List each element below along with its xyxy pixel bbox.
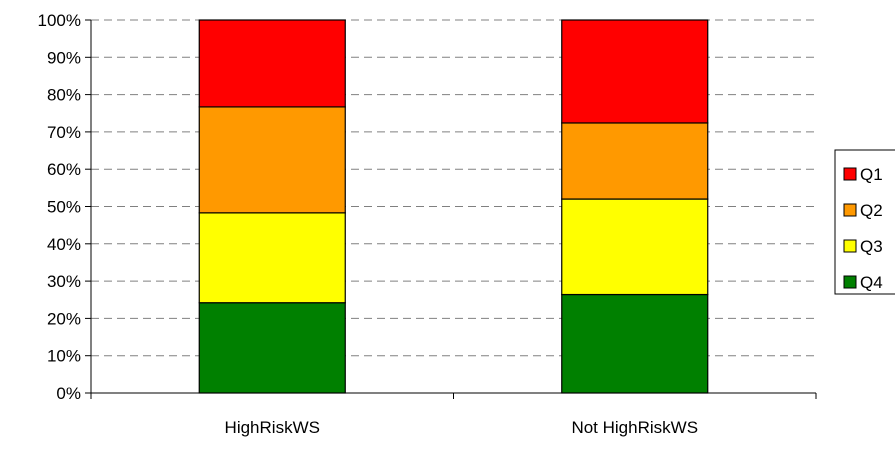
y-tick-label: 100% [38,11,81,30]
tick-labels: 0% 10% 20% 30% 40% 50% 60% 70% 80% 90% 100% HighRis… [38,11,699,437]
legend-label-q2: Q2 [860,201,883,220]
bar-segment-q3-1 [561,198,709,296]
bar-segment-q2-1 [561,122,709,200]
bar-segment-q1-1 [561,19,709,124]
bar-segment-q4-1 [561,293,709,394]
x-category-label: Not HighRiskWS [571,418,698,437]
bar-segment-q4-0 [198,302,346,394]
legend-swatch-q1 [843,167,857,181]
legend-label-q3: Q3 [860,237,883,256]
legend-label-q4: Q4 [860,273,883,292]
y-tick-label: 40% [47,235,81,254]
y-tick-label: 60% [47,160,81,179]
bar-segment-q3-0 [198,212,346,304]
y-tick-label: 90% [47,48,81,67]
y-tick-label: 20% [47,309,81,328]
y-tick-label: 0% [56,384,81,403]
legend: Q1 Q2 Q3 Q4 [834,149,895,295]
y-tick-label: 10% [47,347,81,366]
y-tick-label: 50% [47,198,81,217]
y-tick-label: 80% [47,86,81,105]
legend-label-q1: Q1 [860,165,883,184]
x-category-label: HighRiskWS [225,418,320,437]
bar-segment-q2-0 [198,106,346,214]
legend-swatch-q4 [843,275,857,289]
legend-swatch-q3 [843,239,857,253]
y-tick-label: 30% [47,272,81,291]
legend-swatch-q2 [843,203,857,217]
y-tick-label: 70% [47,123,81,142]
bars [198,19,709,394]
bar-segment-q1-0 [198,19,346,108]
